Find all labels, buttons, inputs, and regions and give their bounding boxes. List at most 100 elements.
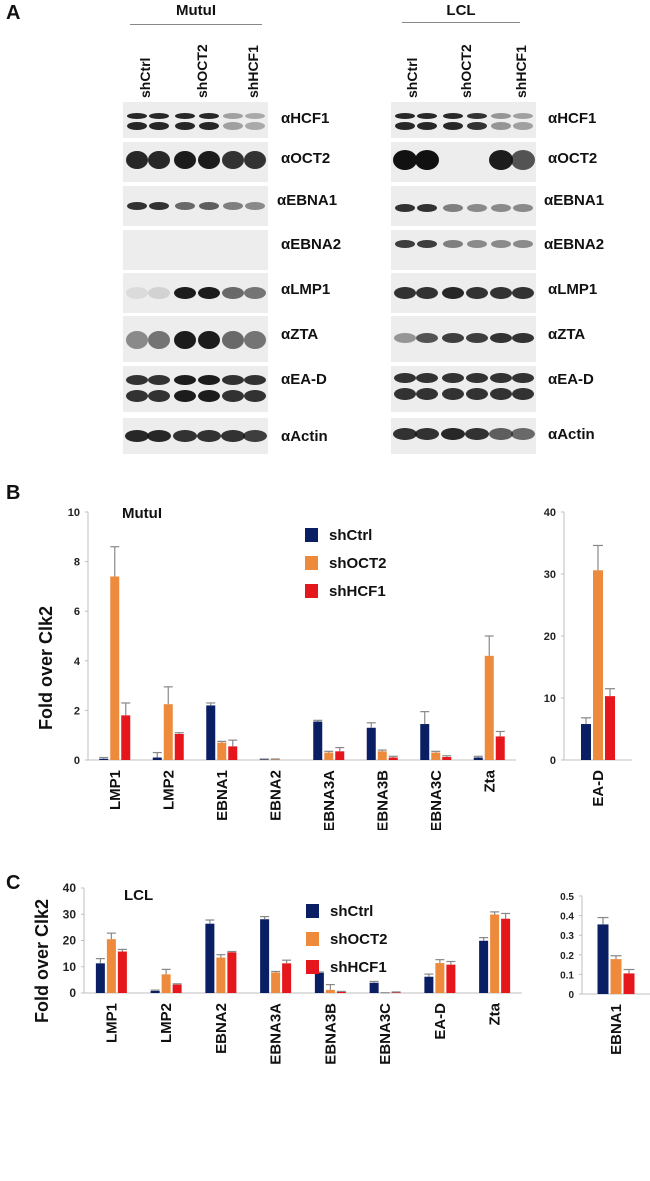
blot-strip	[123, 186, 268, 226]
blot-band	[222, 390, 244, 402]
y-tick-label: 20	[544, 631, 556, 643]
category-label: EBNA3C	[377, 1003, 394, 1065]
category-label: EBNA3C	[428, 770, 445, 830]
blot-band	[467, 240, 487, 248]
bar-shctrl	[366, 727, 376, 760]
blot-band	[149, 122, 169, 130]
blot-band	[442, 388, 464, 400]
blot-band	[198, 151, 220, 169]
blot-band	[395, 113, 415, 119]
blot-band	[223, 122, 243, 130]
blot-title-lcl: LCL	[446, 2, 476, 19]
blot-band	[126, 287, 148, 299]
legend-swatch-shctrl	[306, 904, 319, 918]
chart-mutui-fold: Fold over Clk2 MutuI 0 2 4 6 8 10 LMP1 LMP2 EBNA1 E…	[36, 505, 632, 830]
blot-band	[416, 333, 438, 343]
blot-band	[148, 375, 170, 385]
blot-band	[245, 122, 265, 130]
blot-band	[394, 373, 416, 383]
antibody-label: αLMP1	[548, 281, 598, 298]
legend-swatch-shoct2	[306, 932, 319, 946]
antibody-label: αHCF1	[281, 110, 330, 127]
y-tick-label: 6	[74, 606, 80, 618]
antibody-label: αOCT2	[281, 150, 331, 167]
bar-shctrl	[313, 721, 323, 760]
bar-shhcf1	[336, 991, 346, 993]
blot-band	[490, 373, 512, 383]
bar-shhcf1	[501, 918, 511, 993]
bar-shctrl	[205, 923, 215, 993]
y-tick-label: 10	[63, 960, 77, 974]
y-tick-label: 4	[74, 656, 81, 668]
bar-shoct2	[610, 959, 622, 994]
y-tick-label: 10	[68, 507, 80, 519]
y-tick-label: 0	[550, 755, 556, 767]
blot-band	[175, 122, 195, 130]
y-tick-label: 0	[74, 755, 80, 767]
bar-shhcf1	[495, 736, 505, 760]
bar-shhcf1	[172, 984, 182, 993]
category-label: Zta	[481, 769, 498, 792]
blot-band	[490, 287, 512, 299]
antibody-label: αEBNA2	[281, 236, 342, 253]
blot-band	[512, 373, 534, 383]
antibody-label: αZTA	[281, 326, 319, 343]
legend-swatch-shhcf1	[305, 584, 318, 598]
blot-band	[511, 150, 535, 170]
blot-band	[416, 287, 438, 299]
blot-band	[199, 113, 219, 119]
bar-shhcf1	[174, 733, 184, 760]
y-axis-title: Fold over Clk2	[36, 606, 56, 730]
category-label: LMP2	[160, 770, 177, 810]
blot-band	[443, 122, 463, 130]
blot-band	[127, 202, 147, 210]
bar-shoct2	[216, 957, 226, 993]
blot-band	[416, 388, 438, 400]
blot-band	[490, 333, 512, 343]
blot-band	[174, 331, 196, 349]
blot-band	[244, 151, 266, 169]
bar-shctrl	[314, 972, 324, 993]
blot-band	[491, 240, 511, 248]
bar-shoct2	[377, 751, 387, 760]
blot-band	[491, 113, 511, 119]
chart-annotation: LCL	[124, 887, 153, 904]
bar-shhcf1	[442, 757, 452, 760]
bar-shhcf1	[228, 746, 238, 760]
blot-band	[417, 113, 437, 119]
bar-shhcf1	[623, 973, 635, 994]
blot-band	[198, 287, 220, 299]
antibody-label: αHCF1	[548, 110, 597, 127]
blot-band	[148, 331, 170, 349]
lane-label-shoct2: shOCT2	[458, 44, 474, 98]
y-tick-label: 2	[74, 705, 80, 717]
category-label: EBNA2	[213, 1003, 230, 1054]
legend-swatch-shhcf1	[306, 960, 319, 974]
blot-band	[126, 151, 148, 169]
blot-band	[126, 390, 148, 402]
blot-band	[465, 428, 489, 440]
bar-shhcf1	[335, 751, 345, 760]
bar-shhcf1	[121, 715, 131, 760]
category-label: EBNA2	[267, 770, 284, 821]
blot-band	[174, 287, 196, 299]
blot-band	[148, 390, 170, 402]
bar-shctrl	[99, 758, 109, 760]
antibody-label: αEBNA1	[277, 192, 338, 209]
blot-band	[174, 390, 196, 402]
blot-band	[198, 390, 220, 402]
blot-band	[417, 122, 437, 130]
blot-band	[222, 331, 244, 349]
antibody-label: αEBNA1	[544, 192, 605, 209]
category-label: EBNA3B	[322, 1003, 339, 1065]
bar-shoct2	[271, 972, 281, 993]
y-tick-label: 40	[544, 507, 556, 519]
bar-shoct2	[593, 570, 603, 760]
y-tick-label: 30	[63, 907, 77, 921]
bar-shoct2	[484, 655, 494, 760]
blot-band	[148, 287, 170, 299]
blot-band	[149, 202, 169, 210]
blot-band	[442, 287, 464, 299]
bar-shhcf1	[391, 992, 401, 993]
blot-band	[173, 430, 197, 442]
